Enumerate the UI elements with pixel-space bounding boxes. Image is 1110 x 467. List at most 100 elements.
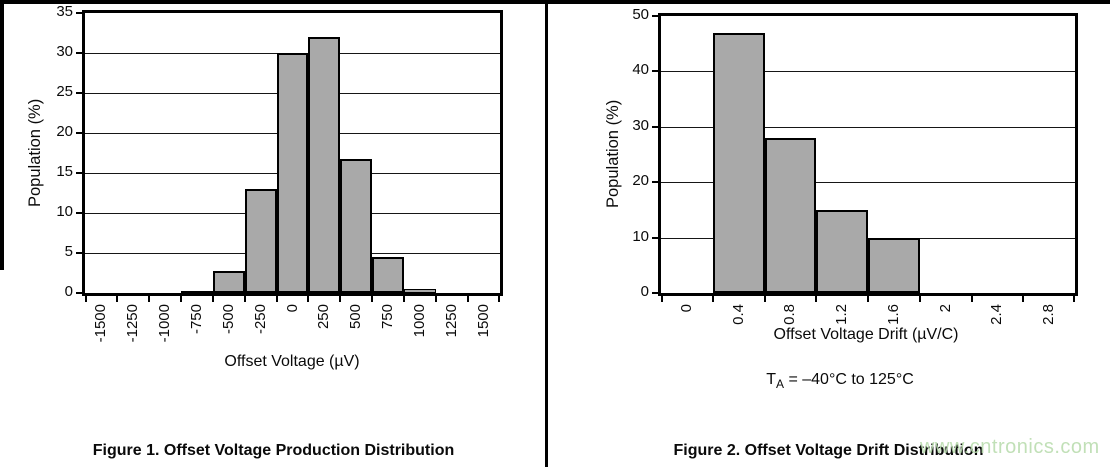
x-axis-tick [212,296,214,302]
x-axis-tick [712,296,714,302]
y-tick-label: 40 [632,61,649,78]
y-axis-tick [652,181,658,183]
y-axis-tick [76,12,82,14]
x-axis-tick [276,296,278,302]
y-tick-label: 5 [64,243,73,260]
y-axis-tick [652,70,658,72]
plot-area-2: 0 10 20 30 40 50 0 0.4 0.8 1.2 1.6 2 2.4 2.8 [632,6,1078,325]
x-tick-label: -500 [220,304,237,335]
y-tick-label: 10 [56,203,73,220]
x-tick-label: 1000 [411,304,428,338]
histogram-bar [868,238,920,293]
x-tick-label: 1250 [443,304,460,338]
y-tick-label: 15 [56,163,73,180]
histogram-bar [404,289,436,293]
x-axis-tick [371,296,373,302]
y-axis-tick [76,52,82,54]
y-axis-tick [652,15,658,17]
gridline [661,182,1075,183]
y-tick-label: 20 [632,172,649,189]
x-tick-label: -750 [188,304,205,335]
x-axis-tick [971,296,973,302]
x-axis-tick [1073,296,1075,302]
figure-2-caption: Figure 2. Offset Voltage Drift Distribut… [673,442,984,459]
y-axis-tick [652,237,658,239]
y-tick-label: 20 [56,123,73,140]
y-tick-label: 25 [56,83,73,100]
y-axis-tick [652,126,658,128]
x-tick-label: 0 [678,304,695,313]
watermark: www.cntronics.com [920,436,1100,458]
histogram-bar [277,53,308,293]
y-axis-tick [76,132,82,134]
histogram-bar [816,210,868,293]
y-axis-tick [76,172,82,174]
x-axis-tick [1022,296,1024,302]
x-tick-label: 2 [937,304,954,313]
x-axis-title-2: Offset Voltage Drift (µV/C) [773,326,959,343]
x-tick-label: -1000 [156,304,173,343]
y-axis-tick [652,292,658,294]
x-tick-label: 250 [315,304,332,330]
histogram-bar [181,291,213,293]
x-axis-tick [403,296,405,302]
y-axis-tick [76,212,82,214]
y-tick-label: 50 [632,6,649,23]
histogram-bar [372,257,404,293]
y-tick-label: 35 [56,3,73,20]
y-axis-title-2: Population (%) [604,99,622,209]
x-axis-tick [661,296,663,302]
x-axis-tick [498,296,500,302]
x-axis-tick [919,296,921,302]
y-tick-label: 30 [632,117,649,134]
left-border [0,0,4,270]
y-axis-title-1: Population (%) [26,98,44,208]
y-axis-tick [76,252,82,254]
x-axis-tick [180,296,182,302]
x-axis-tick [244,296,246,302]
x-axis-tick [764,296,766,302]
top-border [0,0,1110,4]
x-tick-label: -1500 [92,304,109,343]
y-tick-label: 30 [56,43,73,60]
x-tick-label: 750 [379,304,396,330]
x-tick-label: 1.2 [833,304,850,325]
figure-1-caption: Figure 1. Offset Voltage Production Dist… [92,442,455,459]
x-axis-tick [867,296,869,302]
gridline [661,127,1075,128]
histogram-bar [713,33,765,293]
x-tick-label: 500 [347,304,364,330]
temperature-note: TA = –40°C to 125°C [690,371,990,391]
gridline [661,71,1075,72]
temperature-note-sub: A [776,377,785,392]
histogram-bar [308,37,340,293]
y-tick-label: 0 [640,283,649,300]
x-tick-label: 1.6 [885,304,902,325]
x-axis-tick [467,296,469,302]
x-tick-label: 2.4 [988,304,1005,325]
x-tick-label: 0.4 [730,304,747,325]
y-tick-label: 0 [64,283,73,300]
x-tick-label: -1250 [124,304,141,343]
x-axis-tick [116,296,118,302]
y-axis-tick [76,292,82,294]
panel-divider [545,0,548,467]
x-axis-tick [435,296,437,302]
x-axis-tick [307,296,309,302]
x-tick-label: 0 [284,304,301,313]
temperature-note-pre: T [766,371,776,388]
x-axis-tick [339,296,341,302]
histogram-bar [765,138,816,293]
y-tick-label: 10 [632,228,649,245]
x-tick-label: -250 [252,304,269,335]
x-tick-label: 1500 [475,304,492,338]
x-tick-label: 2.8 [1040,304,1057,325]
x-axis-tick [85,296,87,302]
y-axis-tick [76,92,82,94]
x-axis-title-1: Offset Voltage (µV) [224,353,360,370]
plot-area-1: 0 5 10 15 20 25 30 35 -1500 -1250 -1000 -750 -500 -25… [56,3,503,342]
x-axis-tick [815,296,817,302]
histogram-bar [213,271,245,293]
x-tick-label: 0.8 [781,304,798,325]
